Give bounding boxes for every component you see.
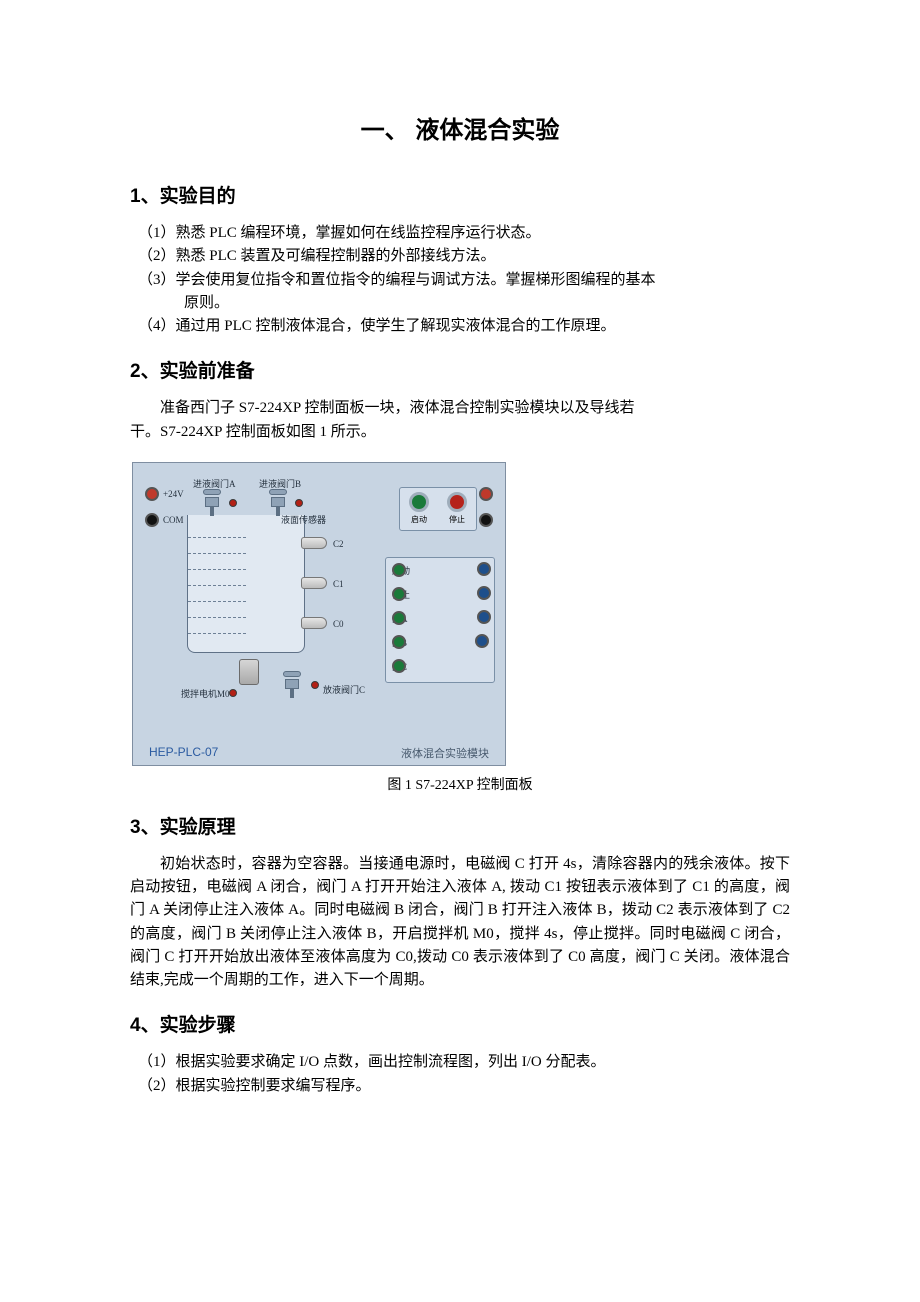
plc-panel: +24V COM +24V COM 进液阀门A 进液阀门B 液面传感器 xyxy=(132,462,506,766)
motor-icon xyxy=(239,659,259,685)
panel-model: HEP-PLC-07 xyxy=(149,745,218,761)
conn-c0 xyxy=(477,562,491,576)
tank xyxy=(187,515,305,653)
led-motor xyxy=(229,689,237,697)
terminal-24v-left xyxy=(145,487,159,501)
s1-item-3a: （3）学会使用复位指令和置位指令的编程与调试方法。掌握梯形图编程的基本 xyxy=(130,269,790,292)
led-valve-b xyxy=(295,499,303,507)
label-start: 启动 xyxy=(409,514,429,525)
terminal-24v-right xyxy=(479,487,493,501)
label-c1: C1 xyxy=(333,579,344,589)
s1-item-3b: 原则。 xyxy=(130,292,790,315)
section-4-list: （1）根据实验要求确定 I/O 点数，画出控制流程图，列出 I/O 分配表。 （… xyxy=(130,1051,790,1098)
label-com-left: COM xyxy=(163,515,184,525)
s1-item-2: （2）熟悉 PLC 装置及可编程控制器的外部接线方法。 xyxy=(130,245,790,268)
connector-box: 启动 C0 停止 C1 阀A C2 阀B M0 阀C xyxy=(385,557,495,683)
section-4-heading: 4、实验步骤 xyxy=(130,1010,790,1037)
s2-line-1: 准备西门子 S7-224XP 控制面板一块，液体混合控制实验模块以及导线若 xyxy=(130,397,790,420)
sensor-c0-icon xyxy=(301,617,327,629)
conn-c1 xyxy=(477,586,491,600)
section-1-list: （1）熟悉 PLC 编程环境，掌握如何在线监控程序运行状态。 （2）熟悉 PLC… xyxy=(130,222,790,338)
led-valve-a xyxy=(229,499,237,507)
label-sensors: 液面传感器 xyxy=(281,513,326,526)
sensor-c1-icon xyxy=(301,577,327,589)
label-c0: C0 xyxy=(333,619,344,629)
label-valve-b: 进液阀门B xyxy=(259,477,301,490)
section-1-heading: 1、实验目的 xyxy=(130,181,790,208)
section-2-para: 准备西门子 S7-224XP 控制面板一块，液体混合控制实验模块以及导线若 干。… xyxy=(130,397,790,444)
s4-item-1: （1）根据实验要求确定 I/O 点数，画出控制流程图，列出 I/O 分配表。 xyxy=(130,1051,790,1074)
section-3-heading: 3、实验原理 xyxy=(130,812,790,839)
label-valve-c: 放液阀门C xyxy=(323,683,365,696)
section-2-heading: 2、实验前准备 xyxy=(130,356,790,383)
label-stop: 停止 xyxy=(447,514,467,525)
s2-line-2: 干。S7-224XP 控制面板如图 1 所示。 xyxy=(130,421,790,444)
s4-item-2: （2）根据实验控制要求编写程序。 xyxy=(130,1075,790,1098)
valve-a-icon xyxy=(203,489,221,511)
led-valve-c xyxy=(311,681,319,689)
label-c2: C2 xyxy=(333,539,344,549)
conn-c2 xyxy=(477,610,491,624)
s3-text: 初始状态时，容器为空容器。当接通电源时，电磁阀 C 打开 4s，清除容器内的残余… xyxy=(130,853,790,993)
panel-subtitle: 液体混合实验模块 xyxy=(401,745,489,761)
valve-b-icon xyxy=(269,489,287,511)
sensor-c2-icon xyxy=(301,537,327,549)
s1-item-1: （1）熟悉 PLC 编程环境，掌握如何在线监控程序运行状态。 xyxy=(130,222,790,245)
start-button-icon xyxy=(409,492,429,512)
panel-footer: HEP-PLC-07 液体混合实验模块 xyxy=(133,745,505,761)
page-title: 一、 液体混合实验 xyxy=(130,110,790,145)
figure-caption: 图 1 S7-224XP 控制面板 xyxy=(130,774,790,794)
terminal-com-right xyxy=(479,513,493,527)
label-24v-left: +24V xyxy=(163,489,184,499)
s1-item-4: （4）通过用 PLC 控制液体混合，使学生了解现实液体混合的工作原理。 xyxy=(130,315,790,338)
label-valve-a: 进液阀门A xyxy=(193,477,236,490)
terminal-com-left xyxy=(145,513,159,527)
figure-1: +24V COM +24V COM 进液阀门A 进液阀门B 液面传感器 xyxy=(130,462,790,794)
section-3-para: 初始状态时，容器为空容器。当接通电源时，电磁阀 C 打开 4s，清除容器内的残余… xyxy=(130,853,790,993)
button-box: 启动 停止 xyxy=(399,487,477,531)
stop-button-icon xyxy=(447,492,467,512)
valve-c-icon xyxy=(283,671,301,693)
label-motor: 搅拌电机M0 xyxy=(181,687,230,700)
